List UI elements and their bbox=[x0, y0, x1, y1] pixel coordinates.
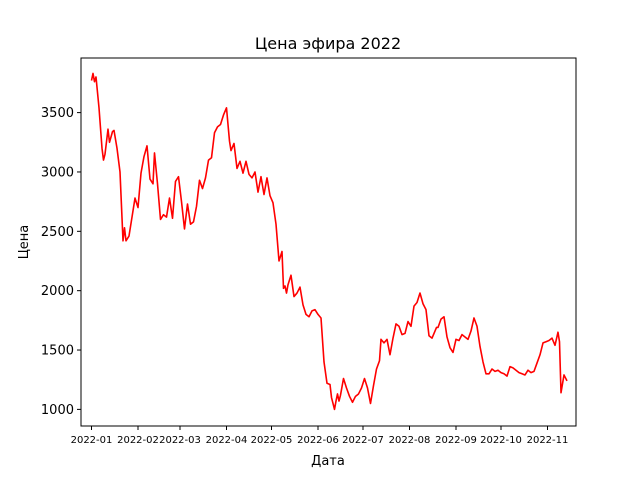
x-tick-label: 2022-08 bbox=[389, 435, 431, 446]
y-tick-label: 2500 bbox=[41, 225, 74, 240]
x-tick-label: 2022-05 bbox=[251, 435, 293, 446]
y-tick-label: 3000 bbox=[41, 165, 74, 180]
x-tick-label: 2022-09 bbox=[435, 435, 477, 446]
plot-area bbox=[81, 58, 576, 426]
x-axis-label: Дата bbox=[311, 454, 345, 469]
x-tick-label: 2022-02 bbox=[117, 435, 159, 446]
x-tick-label: 2022-11 bbox=[527, 435, 569, 446]
chart-title: Цена эфира 2022 bbox=[255, 34, 401, 53]
x-axis-ticks: 2022-01 2022-02 2022-03 2022-04 2022-05 2022-… bbox=[71, 426, 569, 446]
x-tick-label: 2022-01 bbox=[71, 435, 113, 446]
price-series-line bbox=[90, 72, 568, 411]
x-tick-label: 2022-07 bbox=[342, 435, 384, 446]
y-axis-label: Цена bbox=[17, 225, 32, 260]
y-tick-label: 3500 bbox=[41, 106, 74, 121]
x-tick-label: 2022-04 bbox=[206, 435, 248, 446]
x-tick-label: 2022-06 bbox=[297, 435, 339, 446]
y-tick-label: 2000 bbox=[41, 284, 74, 299]
plot-frame bbox=[80, 57, 577, 427]
x-tick-label: 2022-10 bbox=[480, 435, 522, 446]
y-tick-label: 1500 bbox=[41, 344, 74, 359]
x-tick-label: 2022-03 bbox=[159, 435, 201, 446]
y-axis-ticks: 1000 1500 2000 2500 3000 3500 bbox=[41, 106, 81, 418]
y-tick-label: 1000 bbox=[41, 403, 74, 418]
